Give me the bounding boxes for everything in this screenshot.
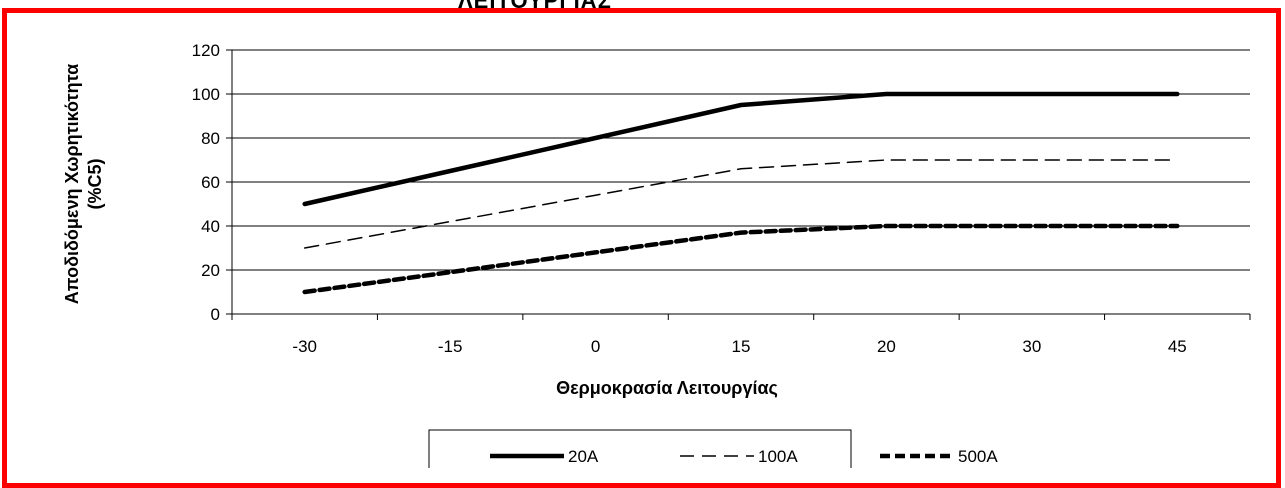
y-axis-title-line-1: Αποδιδόμενη Χωρητικότητα xyxy=(62,64,82,304)
y-tick-label: 120 xyxy=(192,41,220,60)
y-tick-label: 20 xyxy=(201,261,220,280)
x-tick-label: -15 xyxy=(438,337,463,356)
tick-labels: 0 20 40 60 80 100 120 -30 -15 0 15 20 30 45 xyxy=(192,41,1187,356)
series-lines xyxy=(302,91,1180,295)
axes xyxy=(226,49,1251,320)
legend-label-20A: 20A xyxy=(568,447,599,466)
y-tick-label: 60 xyxy=(201,173,220,192)
legend-box xyxy=(428,429,852,468)
legend-label-100A: 100A xyxy=(758,447,798,466)
series-line-20A xyxy=(302,91,1180,207)
y-tick-label: 80 xyxy=(201,129,220,148)
x-tick-label: 45 xyxy=(1168,337,1187,356)
x-tick-label: -30 xyxy=(292,337,317,356)
y-axis-title: Αποδιδόμενη Χωρητικότητα (%C5) xyxy=(62,64,105,304)
x-tick-label: 15 xyxy=(732,337,751,356)
x-tick-label: 30 xyxy=(1022,337,1041,356)
y-tick-label: 40 xyxy=(201,217,220,236)
series-line-500A xyxy=(302,223,1180,295)
legend: 20A 100A 500A xyxy=(428,429,998,468)
x-axis-title: Θερμοκρασία Λειτουργίας xyxy=(556,378,778,398)
line-chart: 0 20 40 60 80 100 120 -30 -15 0 15 20 30 45 Θερμοκρασ… xyxy=(62,41,1251,468)
series-line-100A xyxy=(303,159,1179,249)
legend-label-500A: 500A xyxy=(958,447,998,466)
y-tick-label: 0 xyxy=(211,305,220,324)
y-tick-label: 100 xyxy=(192,85,220,104)
x-tick-label: 0 xyxy=(591,337,600,356)
y-axis-title-line-2: (%C5) xyxy=(85,158,105,209)
x-tick-label: 20 xyxy=(877,337,896,356)
